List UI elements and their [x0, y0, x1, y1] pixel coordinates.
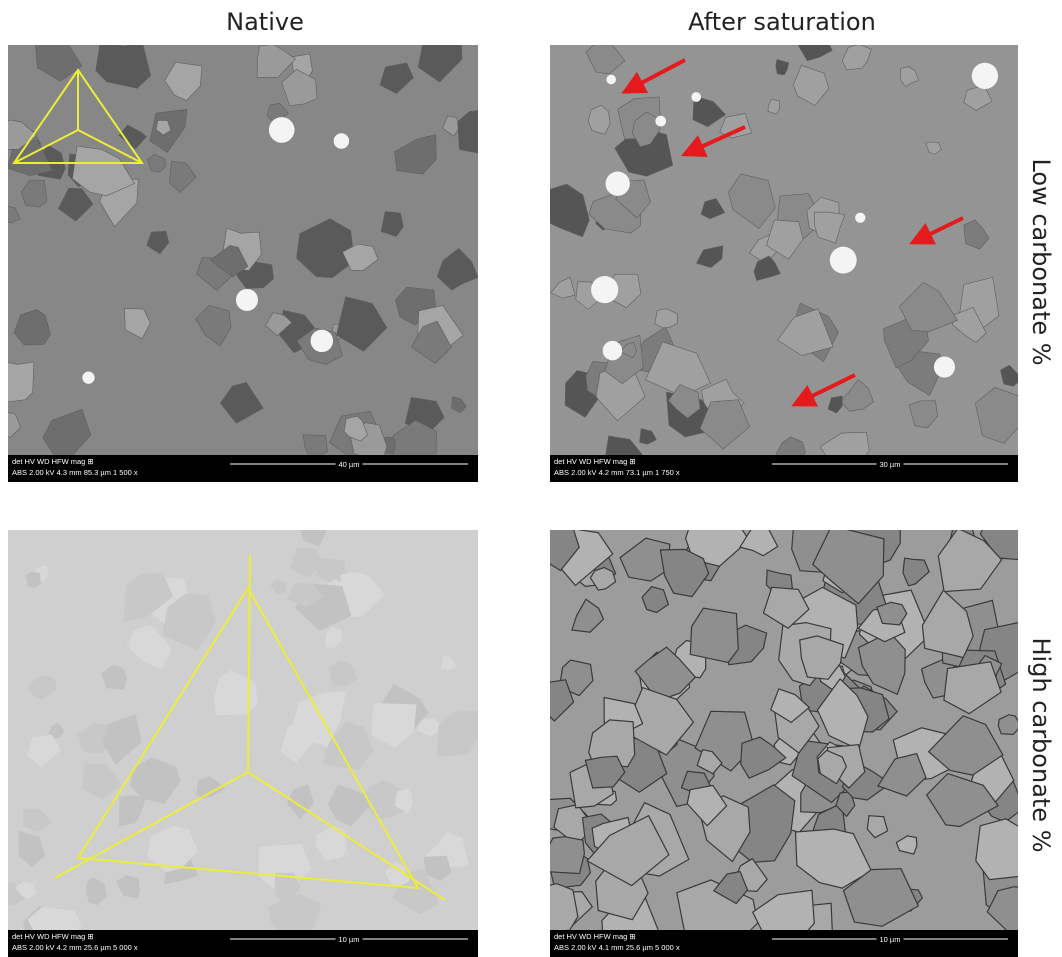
grain — [877, 602, 907, 625]
info-values: ABS 2.00 kV 4.2 mm 25.6 µm 5 000 x — [12, 943, 138, 952]
bright-grain — [972, 63, 998, 89]
bright-grain — [591, 276, 618, 303]
sem-panel: det HV WD HFW mag ⊞ ABS 2.00 kV 4.2 mm 73… — [542, 31, 1022, 483]
info-labels: det HV WD HFW mag ⊞ — [554, 457, 636, 466]
bright-grain — [855, 213, 865, 223]
bright-grain — [606, 75, 616, 85]
panels: det HV WD HFW mag ⊞ ABS 2.00 kV 4.3 mm 85… — [0, 24, 1057, 957]
bright-grain — [311, 330, 334, 353]
grain — [528, 884, 578, 933]
grain — [690, 608, 738, 662]
bright-grain — [655, 116, 666, 127]
bright-grain — [934, 356, 955, 377]
info-values: ABS 2.00 kV 4.3 mm 85.3 µm 1 500 x — [12, 468, 138, 477]
bright-grain — [82, 372, 94, 384]
sem-panel: det HV WD HFW mag ⊞ ABS 2.00 kV 4.2 mm 25… — [0, 517, 487, 957]
scale-label: 10 µm — [339, 935, 360, 944]
bright-grain — [334, 133, 349, 148]
bright-grain — [603, 341, 623, 361]
grain — [544, 837, 585, 874]
info-values: ABS 2.00 kV 4.1 mm 25.6 µm 5 000 x — [554, 943, 680, 952]
sem-panel: det HV WD HFW mag ⊞ ABS 2.00 kV 4.1 mm 25… — [528, 508, 1057, 957]
bright-grain — [691, 92, 701, 102]
info-labels: det HV WD HFW mag ⊞ — [12, 457, 94, 466]
sem-panel: det HV WD HFW mag ⊞ ABS 2.00 kV 4.3 mm 85… — [0, 24, 492, 485]
row-label: Low carbonate % — [1027, 158, 1055, 365]
info-labels: det HV WD HFW mag ⊞ — [554, 932, 636, 941]
bright-grain — [830, 247, 857, 274]
bright-grain — [236, 289, 258, 311]
column-title: After saturation — [688, 8, 876, 36]
scale-label: 40 µm — [339, 460, 360, 469]
figure: Native After saturation Low carbonate % … — [0, 0, 1062, 957]
column-title: Native — [226, 8, 304, 36]
row-label: High carbonate % — [1027, 637, 1055, 852]
info-labels: det HV WD HFW mag ⊞ — [12, 932, 94, 941]
grain — [976, 819, 1035, 880]
bright-grain — [269, 117, 295, 143]
bright-grain — [606, 172, 630, 196]
scale-label: 30 µm — [880, 460, 901, 469]
info-values: ABS 2.00 kV 4.2 mm 73.1 µm 1 750 x — [554, 468, 680, 477]
scale-label: 10 µm — [880, 935, 901, 944]
